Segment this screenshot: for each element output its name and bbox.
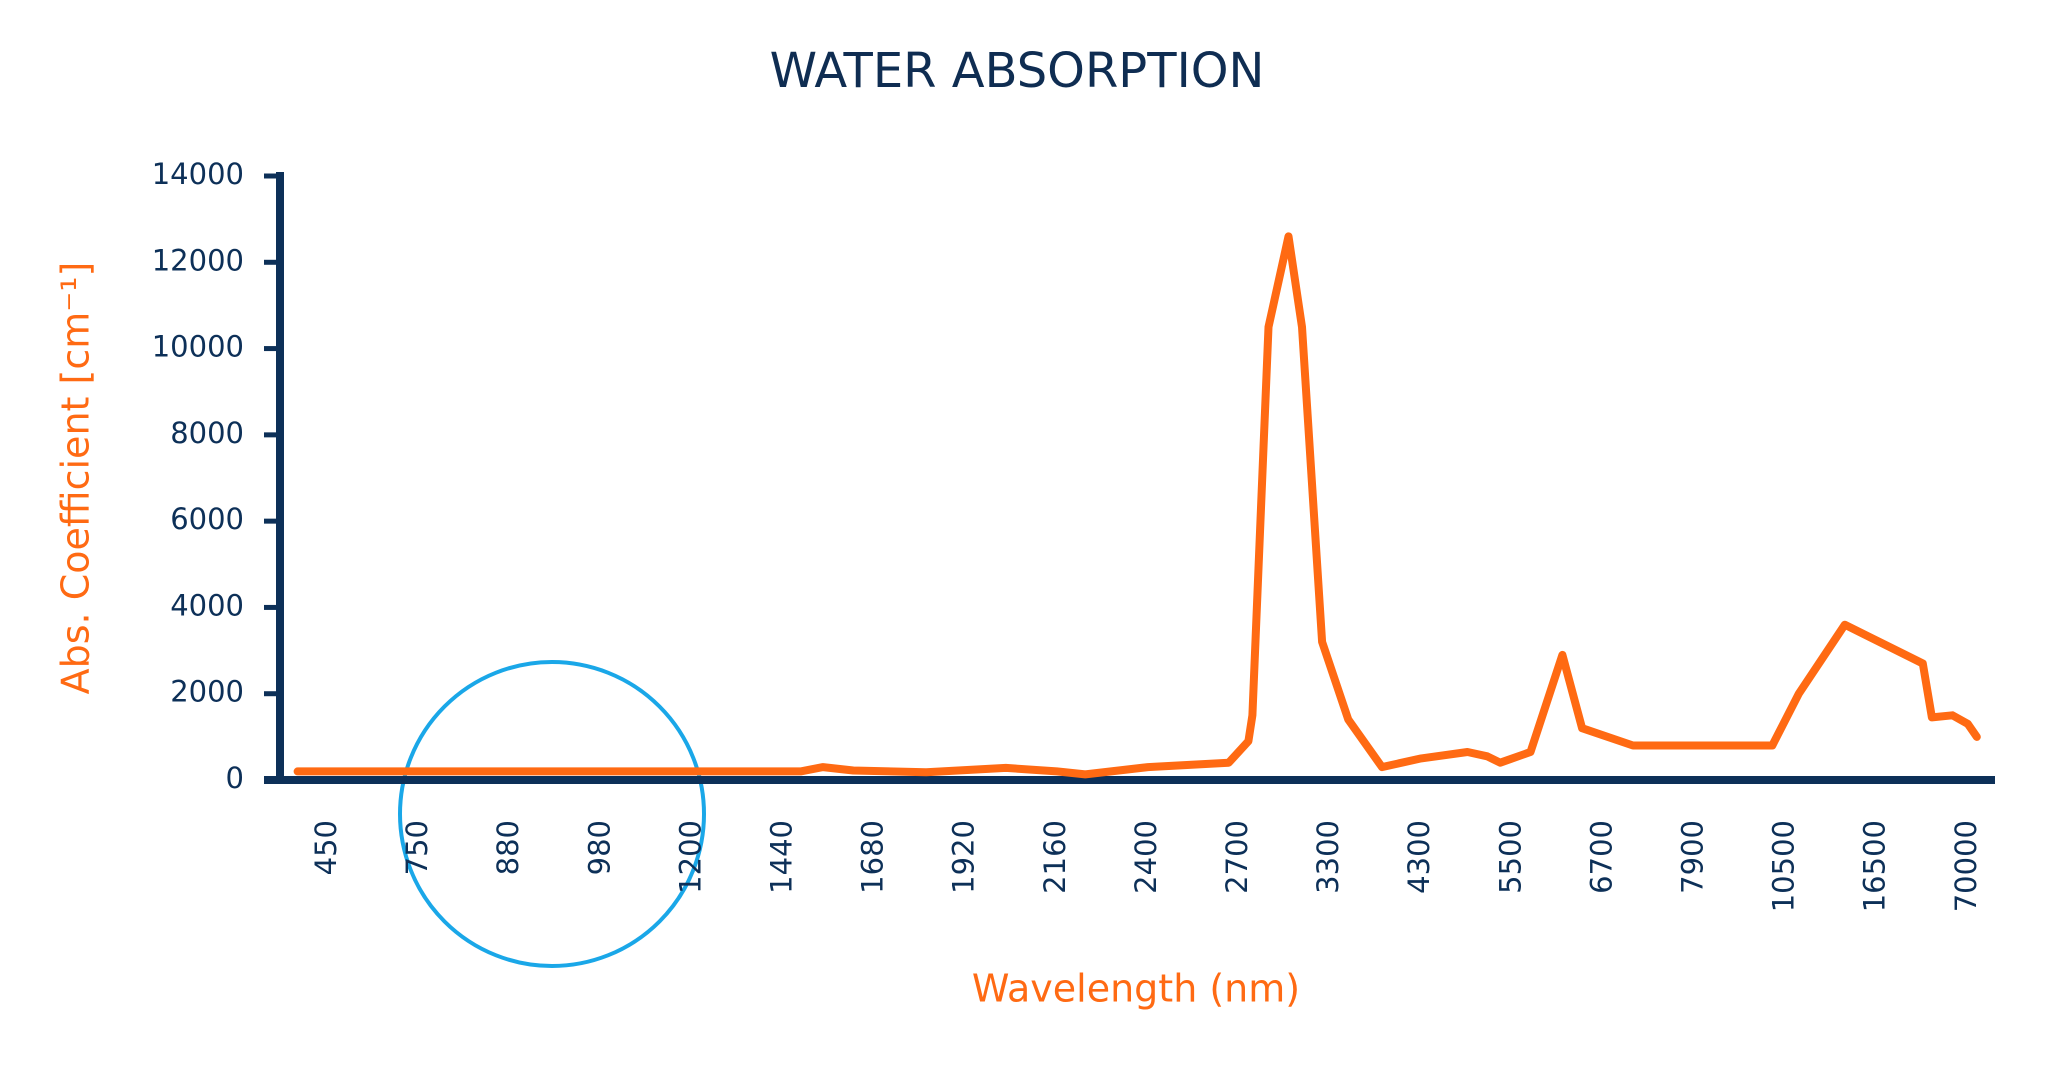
chart-title: WATER ABSORPTION	[770, 43, 1265, 99]
x-tick-label: 70000	[1949, 820, 1983, 912]
y-tick-label: 12000	[152, 243, 244, 277]
y-tick-label: 4000	[170, 588, 244, 622]
highlight-circle	[398, 660, 706, 968]
x-tick-label: 750	[400, 820, 434, 875]
y-tick-label: 10000	[152, 330, 244, 364]
x-tick-label: 1440	[765, 820, 799, 894]
x-axis-title: Wavelength (nm)	[972, 967, 1300, 1011]
x-tick-label: 5500	[1493, 820, 1527, 894]
x-tick-label: 6700	[1584, 820, 1618, 894]
y-tick-label: 0	[226, 761, 244, 795]
y-tick-label: 14000	[152, 157, 244, 191]
x-tick-label: 7900	[1676, 820, 1710, 894]
x-tick-label: 3300	[1311, 820, 1345, 894]
x-tick-label: 1200	[673, 820, 707, 894]
x-tick-label: 2400	[1129, 820, 1163, 894]
y-axis-title: Abs. Coefficient [cm⁻¹]	[54, 262, 98, 695]
x-tick-label: 1920	[947, 820, 981, 894]
y-tick-label: 8000	[170, 416, 244, 450]
y-tick-label: 6000	[170, 502, 244, 536]
x-tick-label: 4300	[1402, 820, 1436, 894]
x-tick-label: 880	[491, 820, 525, 875]
data-line	[293, 232, 1981, 779]
x-tick-label: 10500	[1767, 820, 1801, 912]
x-tick-label: 450	[309, 820, 343, 875]
x-tick-label: 2160	[1038, 820, 1072, 894]
y-tick-label: 2000	[170, 675, 244, 709]
x-tick-label: 1680	[856, 820, 890, 894]
x-tick-label: 16500	[1858, 820, 1892, 912]
x-tick-label: 980	[582, 820, 616, 875]
x-tick-label: 2700	[1220, 820, 1254, 894]
